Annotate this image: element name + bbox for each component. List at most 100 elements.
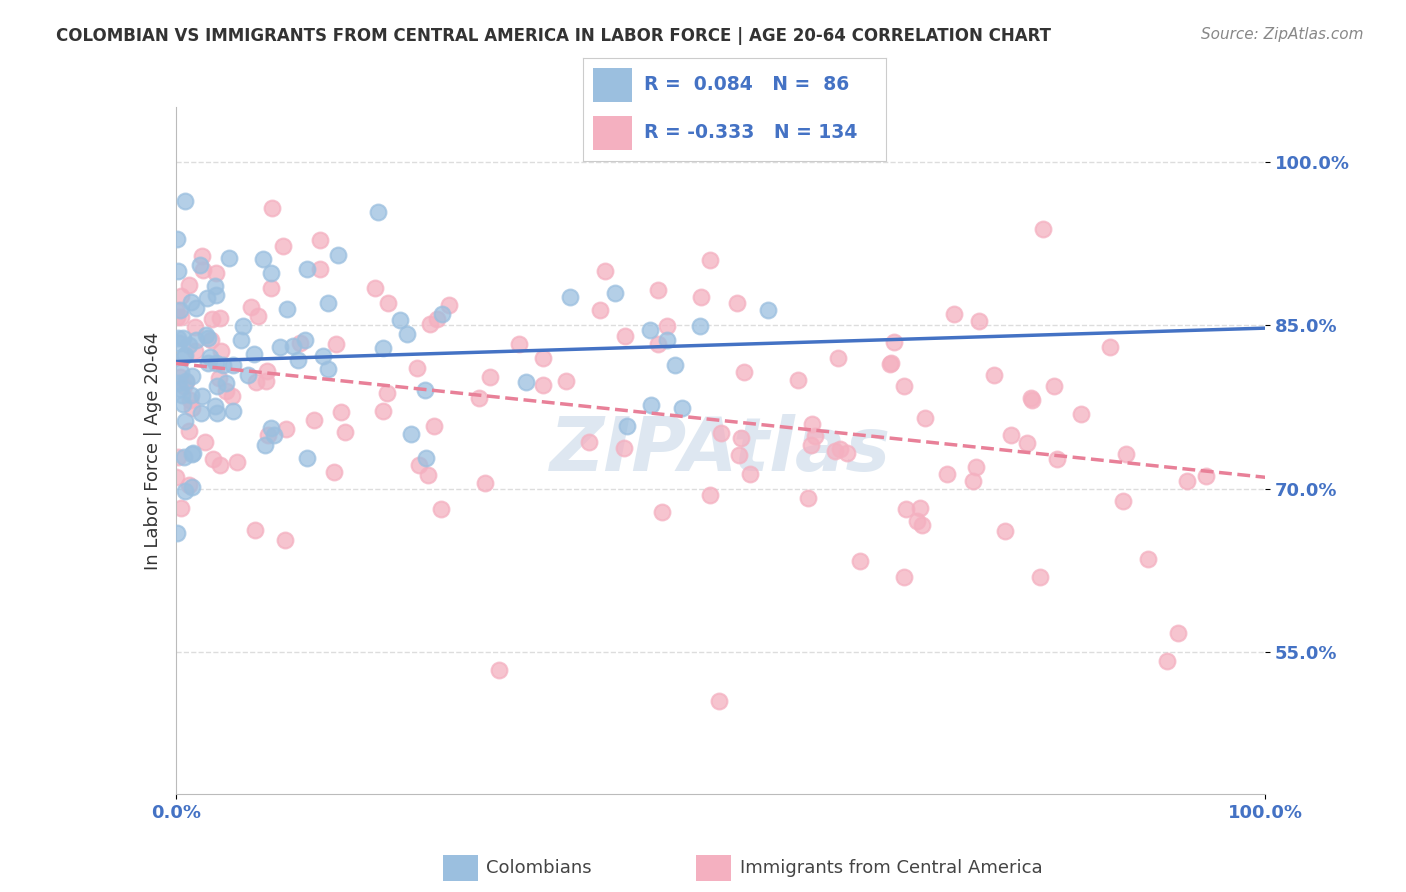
Point [208,311,231,326]
Point [1000,428,1022,442]
Point [201,312,224,326]
Point [408,458,430,472]
Point [671,401,693,416]
Point [647,283,669,297]
Point [962,474,984,488]
Point [558,290,581,304]
Point [221,389,243,403]
Point [1115,447,1137,461]
Point [640,398,662,412]
Point [195,291,218,305]
Point [373,403,395,417]
Point [295,262,318,277]
Point [166,525,188,540]
Point [710,426,733,441]
Point [422,418,444,433]
Point [212,358,235,372]
Point [474,476,496,491]
Point [983,368,1005,382]
Text: COLOMBIAN VS IMMIGRANTS FROM CENTRAL AMERICA IN LABOR FORCE | AGE 20-64 CORRELAT: COLOMBIAN VS IMMIGRANTS FROM CENTRAL AME… [56,27,1052,45]
Point [205,266,228,280]
Point [1017,435,1039,450]
Point [229,333,252,347]
Y-axis label: In Labor Force | Age 20-64: In Labor Force | Age 20-64 [143,331,162,570]
Point [707,694,730,708]
Point [257,428,280,442]
Point [169,382,191,396]
Point [259,267,281,281]
Point [166,263,188,277]
Point [396,327,419,342]
Text: Colombians: Colombians [486,859,592,877]
Point [173,349,195,363]
Point [894,502,917,516]
Point [287,353,309,368]
Point [605,286,627,301]
Point [330,405,353,419]
Point [328,248,350,262]
Point [728,448,751,462]
Point [479,370,502,384]
Point [914,411,936,425]
Point [172,387,194,401]
Point [165,303,187,318]
Point [614,328,637,343]
Point [180,368,202,383]
Point [283,339,305,353]
Point [177,338,200,352]
Point [1029,570,1052,584]
Point [325,337,347,351]
Point [239,300,262,314]
Point [260,201,283,215]
Point [883,335,905,350]
Point [218,251,240,265]
Point [689,319,711,334]
Point [173,450,195,465]
Bar [592,117,631,150]
Point [253,438,276,452]
Point [269,340,291,354]
Point [208,370,231,384]
Point [222,404,245,418]
Point [236,368,259,382]
Point [256,363,278,377]
Point [786,372,808,386]
Point [204,279,226,293]
Point [205,379,228,393]
Point [200,333,222,347]
Point [208,458,231,472]
Point [1167,626,1189,640]
Point [260,281,283,295]
Point [1021,392,1043,406]
Text: ZIPAtlas: ZIPAtlas [550,414,891,487]
Point [181,446,204,460]
Point [190,407,212,421]
Point [316,362,339,376]
Point [318,296,340,310]
Text: Source: ZipAtlas.com: Source: ZipAtlas.com [1201,27,1364,42]
Point [201,452,224,467]
Point [200,350,222,364]
Point [657,333,679,347]
Point [190,258,212,272]
Point [294,334,316,348]
Point [169,369,191,384]
Point [1098,340,1121,354]
Point [302,413,325,427]
Point [173,379,195,393]
Point [245,524,267,538]
Point [181,401,204,415]
Point [824,444,846,458]
Point [177,477,200,491]
Point [733,365,755,379]
Point [191,389,214,403]
Point [165,469,187,483]
Point [245,375,267,389]
Point [308,261,330,276]
Point [426,312,449,326]
Point [225,455,247,469]
Point [204,400,226,414]
Point [993,524,1015,538]
Point [905,514,928,528]
Point [419,317,441,331]
